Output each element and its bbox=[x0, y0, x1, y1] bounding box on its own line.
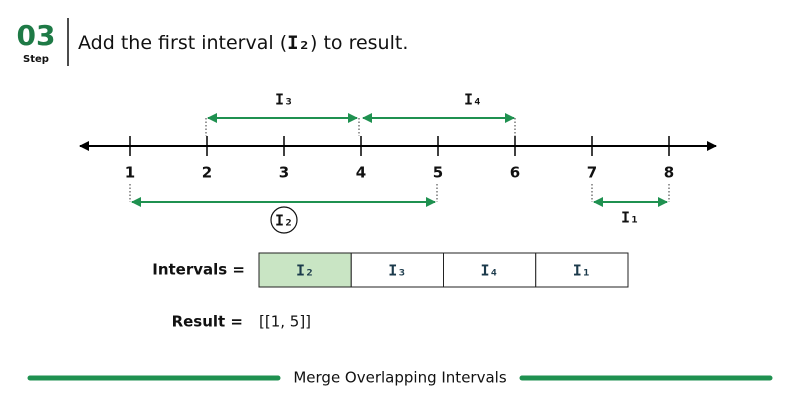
table-cell bbox=[350, 252, 444, 288]
interval-table: I₂ I₃ I₄ I₁ bbox=[258, 252, 629, 288]
table-label: Intervals = bbox=[152, 261, 245, 279]
instruction: Add the first interval (I₂) to result. bbox=[78, 32, 408, 54]
tick-label: 1 bbox=[125, 164, 135, 182]
instruction-interval: I₂ bbox=[287, 32, 310, 54]
instruction-text: ) to result. bbox=[310, 32, 408, 54]
footer-title: Merge Overlapping Intervals bbox=[293, 369, 506, 387]
table-cell bbox=[258, 252, 352, 288]
interval-label: I₃ bbox=[275, 91, 293, 109]
tick-label: 2 bbox=[202, 164, 212, 182]
cell-label: I₁ bbox=[573, 262, 591, 280]
tick-label: 8 bbox=[664, 164, 674, 182]
result-label: Result = bbox=[172, 313, 243, 331]
table-cell bbox=[443, 252, 537, 288]
cell-label: I₄ bbox=[480, 262, 498, 280]
tick-label: 4 bbox=[356, 164, 366, 182]
step-number: 03 bbox=[17, 19, 56, 52]
ticks: 1 2 3 4 5 6 7 8 bbox=[125, 136, 674, 182]
label-circle bbox=[270, 206, 298, 234]
interval-label: I₂ bbox=[275, 212, 293, 230]
tick-label: 3 bbox=[279, 164, 289, 182]
cell-label: I₂ bbox=[296, 262, 314, 280]
table-cell bbox=[535, 252, 629, 288]
step-label: Step bbox=[23, 54, 49, 65]
interval-label: I₁ bbox=[621, 209, 639, 227]
instruction-text: Add the first interval ( bbox=[78, 32, 287, 54]
result-value: [[1, 5]] bbox=[259, 313, 311, 331]
tick-label: 6 bbox=[510, 164, 520, 182]
tick-label: 5 bbox=[433, 164, 443, 182]
tick-label: 7 bbox=[587, 164, 597, 182]
cell-label: I₃ bbox=[388, 262, 406, 280]
interval-arrows bbox=[129, 113, 670, 234]
interval-label: I₄ bbox=[464, 91, 482, 109]
